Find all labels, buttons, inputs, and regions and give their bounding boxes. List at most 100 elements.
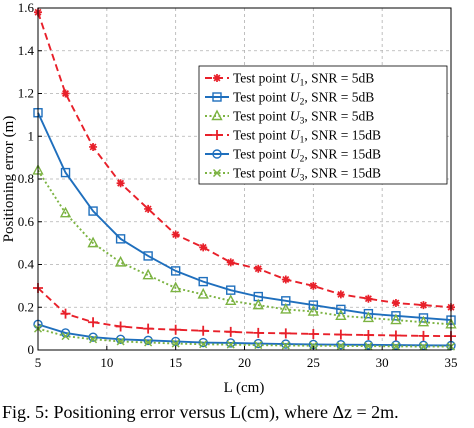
data-point	[115, 234, 126, 244]
data-point	[336, 290, 345, 299]
data-point	[390, 313, 402, 325]
data-point	[280, 302, 292, 314]
data-point	[419, 342, 428, 351]
y-tick-label: 0.4	[18, 257, 35, 272]
figure-caption: Fig. 5: Positioning error versus L(cm), …	[2, 402, 399, 422]
series-line	[37, 112, 452, 322]
data-point	[144, 338, 153, 347]
data-point	[143, 251, 153, 261]
series-line	[37, 169, 452, 326]
data-point	[253, 338, 263, 349]
x-tick-label: 20	[238, 355, 251, 370]
data-point	[307, 305, 319, 316]
data-point	[254, 264, 263, 273]
series-line	[37, 11, 452, 309]
data-point	[198, 276, 208, 287]
data-point	[226, 285, 236, 295]
data-point	[418, 330, 429, 341]
data-point	[171, 230, 180, 239]
series-line	[37, 287, 452, 338]
x-tick-label: 35	[445, 355, 458, 370]
data-point	[336, 304, 346, 315]
data-point	[60, 167, 71, 178]
data-point	[390, 330, 401, 341]
legend-entry: Test point U3, SNR = 5dB	[205, 109, 374, 127]
series-6	[33, 324, 456, 351]
data-point	[254, 341, 263, 350]
legend-entry: Test point U2, SNR = 5dB	[205, 90, 374, 108]
data-point	[116, 337, 125, 346]
data-point	[197, 287, 209, 299]
y-tick-label: 1.2	[18, 86, 34, 101]
data-point	[391, 311, 401, 321]
data-point	[142, 268, 154, 280]
data-point	[336, 339, 346, 350]
data-point	[198, 325, 209, 336]
y-tick-label: 1.6	[18, 0, 35, 15]
data-point	[170, 281, 182, 293]
data-point	[61, 332, 70, 341]
y-tick-label: 1	[28, 128, 35, 143]
line-chart: 5 10 15 20 25 30 35 0 0.2 0.4 0.6 0.8 1 1.2 1.4 1.6 L (…	[1, 0, 458, 396]
data-point	[418, 340, 429, 350]
data-point	[115, 334, 126, 345]
data-point	[115, 321, 126, 332]
data-point	[199, 340, 208, 349]
data-point	[225, 294, 237, 306]
legend-label: Test point U3, SNR = 15dB	[233, 166, 381, 184]
y-tick-label: 0.6	[18, 214, 35, 229]
data-point	[391, 342, 400, 351]
y-axis-label: Positioning error (m)	[1, 116, 17, 243]
x-tick-label: 5	[35, 355, 42, 370]
x-tick-label: 10	[100, 355, 113, 370]
x-tick-label: 25	[307, 355, 320, 370]
data-point	[308, 328, 319, 339]
data-point	[59, 206, 72, 218]
data-point	[213, 74, 221, 82]
legend-entry: Test point U1, SNR = 5dB	[205, 71, 374, 89]
data-point	[364, 294, 373, 303]
x-tick-label: 15	[169, 355, 182, 370]
data-point	[253, 327, 264, 338]
data-point	[417, 315, 430, 327]
y-tick-label: 1.4	[18, 43, 35, 58]
legend-label: Test point U2, SNR = 5dB	[233, 90, 374, 108]
data-point	[391, 340, 401, 350]
data-point	[87, 236, 99, 248]
data-point	[364, 342, 373, 351]
data-point	[212, 92, 222, 102]
data-point	[391, 298, 400, 307]
data-point	[171, 339, 180, 348]
data-point	[61, 89, 70, 98]
data-point	[281, 275, 290, 284]
data-point	[170, 336, 181, 347]
data-point	[211, 109, 223, 121]
legend-label: Test point U3, SNR = 5dB	[233, 109, 374, 127]
legend-entry: Test point U1, SNR = 15dB	[205, 128, 381, 146]
data-point	[60, 308, 71, 319]
y-tick-label: 0.2	[18, 299, 34, 314]
data-point	[212, 149, 222, 159]
y-tick-label: 0.8	[18, 171, 34, 186]
x-tick-label: 30	[376, 355, 389, 370]
data-point	[362, 311, 375, 323]
legend-entry: Test point U2, SNR = 15dB	[205, 147, 381, 165]
data-point	[212, 168, 222, 178]
data-point	[114, 255, 127, 267]
data-point	[280, 328, 291, 339]
axis-ticks: 5 10 15 20 25 30 35 0 0.2 0.4 0.6 0.8 1 1.2 1.4 1.6	[18, 0, 458, 370]
data-point	[419, 301, 428, 310]
data-point	[226, 338, 236, 348]
series-line	[37, 323, 452, 347]
legend-box	[198, 65, 448, 185]
data-point	[88, 332, 98, 342]
data-point	[198, 337, 208, 348]
series-line	[37, 327, 451, 348]
data-point	[88, 206, 98, 216]
data-point	[170, 266, 181, 276]
data-point	[89, 335, 98, 344]
data-point	[418, 313, 429, 323]
legend-label: Test point U1, SNR = 15dB	[233, 128, 381, 146]
data-point	[88, 317, 99, 328]
